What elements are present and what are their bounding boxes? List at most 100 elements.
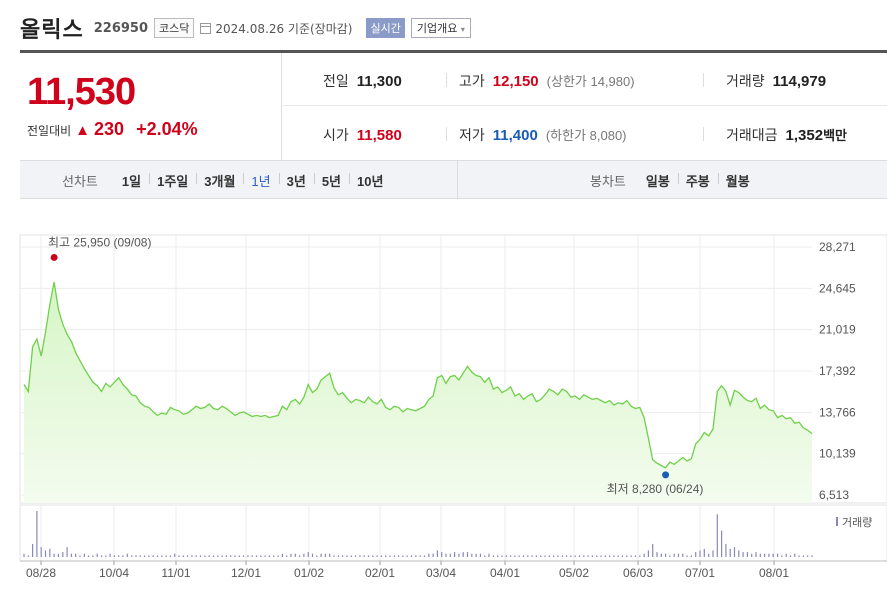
volume-bar: [415, 555, 417, 557]
volume-bar: [290, 553, 292, 557]
candle-chart-label: 봉차트: [590, 173, 626, 189]
volume-bar: [695, 552, 697, 557]
volume-bar: [178, 555, 180, 557]
candle-weekly[interactable]: 주봉: [677, 171, 718, 190]
volume-bar: [484, 555, 486, 557]
volume-bar: [733, 547, 736, 557]
calendar-icon: [200, 22, 212, 34]
candle-daily[interactable]: 일봉: [645, 173, 670, 189]
volume-bar: [475, 553, 477, 557]
x-tick-label: 07/01: [685, 566, 715, 580]
volume-bar: [613, 555, 615, 557]
volume-bar: [62, 552, 64, 557]
volume-bar: [148, 555, 150, 557]
volume-bar: [238, 555, 240, 557]
volume-bar: [182, 555, 184, 557]
volume-bar: [699, 550, 701, 557]
period-1w[interactable]: 1주일: [149, 171, 196, 190]
volume-bar: [708, 553, 710, 557]
price-area: [24, 282, 812, 503]
volume-frame: [19, 504, 887, 562]
volume-bar: [311, 553, 314, 557]
y-axis: 28,271 24,645 21,019 17,392 13,766 10,139 6,51…: [819, 240, 856, 502]
volume-bar: [191, 555, 193, 557]
volume-bar: [402, 555, 404, 557]
low-value: 11,400: [492, 127, 538, 144]
volume-bar: [355, 555, 357, 557]
volume-bar: [721, 530, 723, 557]
high-label: 고가: [459, 73, 485, 89]
volume-bar: [251, 555, 253, 557]
period-3m[interactable]: 3개월: [196, 171, 243, 190]
volume-bar: [789, 555, 792, 557]
volume-bar: [617, 555, 619, 557]
volume-bar: [652, 543, 654, 557]
volume-bar: [669, 555, 671, 557]
upper-limit: (상한가 14,980): [546, 74, 635, 89]
volume-bar: [527, 555, 529, 557]
x-tick-label: 05/02: [559, 566, 589, 580]
price-change: 전일대비 ▲ 230 +2.04%: [27, 119, 198, 140]
period-1d[interactable]: 1일: [121, 173, 142, 189]
volume-bar: [768, 553, 770, 557]
volume-bar: [540, 555, 542, 557]
volume-bar: [49, 548, 51, 557]
volume-bar: [522, 555, 525, 557]
volume-bar: [40, 547, 42, 557]
volume-bar: [596, 555, 598, 557]
volume-bar: [578, 555, 581, 557]
x-tick-label: 12/01: [231, 566, 261, 580]
volume-bar: [634, 555, 637, 557]
volume-bar: [656, 552, 658, 557]
volume-bar: [759, 553, 761, 557]
stats-separator: [703, 127, 704, 141]
change-percent: +2.04%: [136, 119, 198, 139]
price-line: [23, 281, 813, 469]
volume-bar: [199, 555, 202, 557]
volume-bar: [320, 553, 322, 557]
trade-value-number: 1,352: [785, 127, 824, 144]
candle-monthly[interactable]: 월봉: [717, 171, 758, 190]
open-value: 11,580: [356, 127, 402, 144]
max-label: 최고 25,950 (09/08): [48, 235, 151, 249]
volume-bar: [264, 555, 266, 557]
volume-bar: [204, 555, 206, 557]
open-cell: 시가 11,580: [323, 125, 402, 145]
volume-bar: [75, 553, 77, 557]
date-text: 2024.08.26 기준(장마감): [215, 21, 353, 36]
y-tick-label: 21,019: [819, 323, 856, 337]
volume-bar: [367, 555, 370, 557]
volume-bar: [324, 553, 326, 557]
volume-bar: [682, 553, 684, 557]
volume-bar: [113, 555, 115, 557]
volume-bar: [712, 550, 714, 557]
volume-bar: [212, 555, 215, 557]
volume-bar: [548, 555, 550, 557]
change-amount: 230: [94, 119, 125, 139]
volume-bar: [660, 553, 662, 557]
period-10y[interactable]: 10년: [349, 171, 391, 190]
volume-bar: [161, 555, 163, 557]
period-3y[interactable]: 3년: [278, 171, 314, 190]
volume-bar: [686, 555, 688, 557]
low-label: 저가: [459, 127, 485, 143]
volume-bar: [406, 555, 408, 557]
realtime-button[interactable]: 실시간: [366, 18, 405, 38]
volume-bar: [277, 555, 279, 557]
volume-bar: [169, 555, 171, 557]
volume-bar: [505, 555, 507, 557]
volume-bar: [273, 555, 275, 557]
company-info-button[interactable]: 기업개요 ▾: [410, 18, 471, 38]
period-1y[interactable]: 1년: [243, 171, 278, 190]
volume-bar: [746, 552, 748, 557]
volume-bar: [234, 555, 236, 557]
volume-bar: [389, 555, 391, 557]
stats-row-1: 전일 11,300 고가 12,150 (상한가 14,980) 거래량 114…: [283, 53, 887, 106]
price-stats: 전일 11,300 고가 12,150 (상한가 14,980) 거래량 114…: [283, 53, 887, 160]
price-chart[interactable]: 28,271 24,645 21,019 17,392 13,766 10,139 6,51…: [0, 199, 887, 597]
volume-bar: [100, 555, 103, 557]
line-chart-periods: 선차트 1일 1주일 3개월 1년 3년 5년 10년: [62, 161, 391, 199]
volume-bar: [514, 555, 516, 557]
period-5y[interactable]: 5년: [313, 171, 349, 190]
volume-bar: [501, 555, 503, 557]
